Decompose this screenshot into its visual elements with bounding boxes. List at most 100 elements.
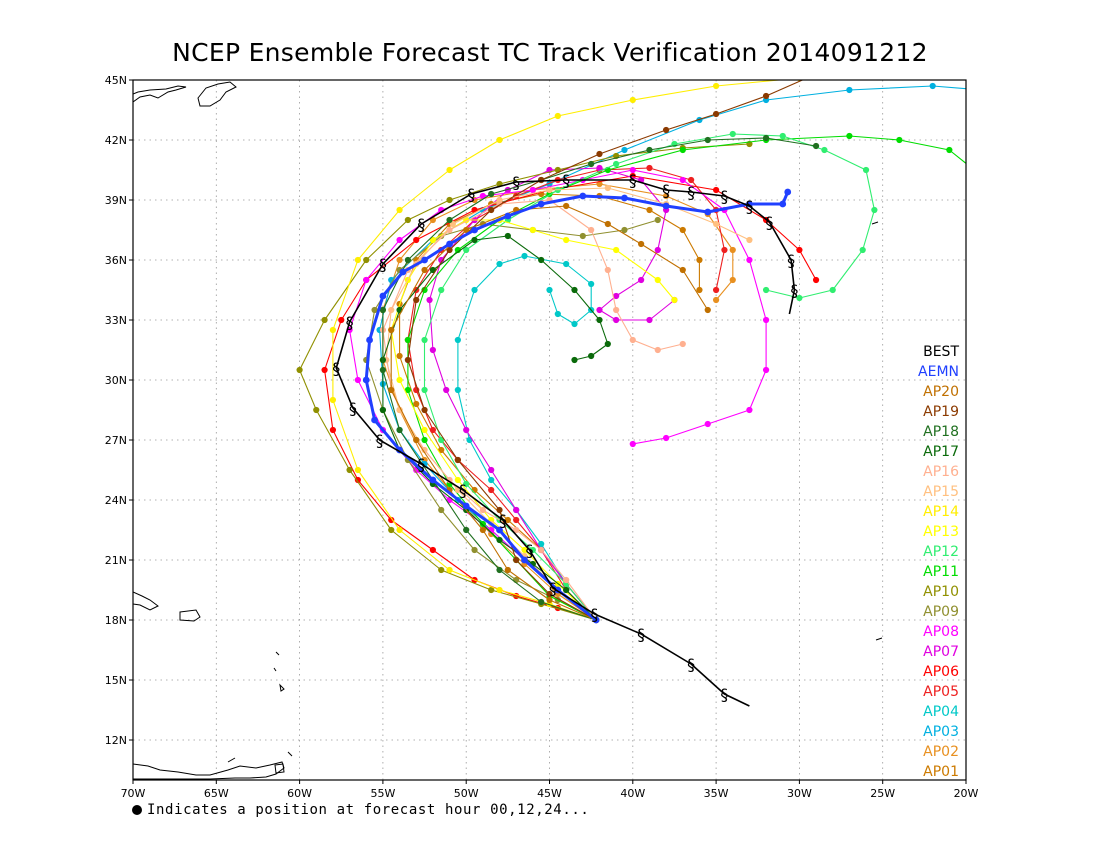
coastline-lesser-antilles-3 [279, 683, 285, 692]
hurricane-symbol-icon: § [467, 185, 475, 204]
hurricane-symbol-icon: § [499, 511, 507, 530]
x-tick-label: 65W [204, 787, 229, 800]
track-position-point [496, 566, 503, 574]
legend: BEST AEMN AP20 AP19 AP18 AP17 AP16 AP15 AP14 AP13… [918, 344, 959, 780]
track-position-point [446, 166, 453, 174]
track-position-point [588, 352, 595, 360]
track-position-point [596, 316, 603, 324]
x-tick-label: 30W [787, 787, 812, 800]
track-position-point [779, 200, 787, 208]
track-position-point [471, 286, 478, 294]
track-position-point [779, 132, 786, 140]
track-position-point [454, 336, 461, 344]
coastline-hispaniola [133, 591, 159, 611]
track-position-point [629, 96, 636, 104]
track-position-point [679, 266, 686, 274]
legend-entry-ap06: AP06 [923, 664, 959, 680]
hurricane-symbol-icon: § [526, 541, 534, 560]
track-line [390, 219, 675, 621]
x-tick-label: 25W [870, 787, 895, 800]
legend-entry-ap05: AP05 [923, 684, 959, 700]
hurricane-symbol-icon: § [629, 171, 637, 190]
track-position-point [679, 226, 686, 234]
track-position-point [762, 134, 770, 142]
track-position-point [454, 476, 461, 484]
hurricane-symbol-icon: § [332, 359, 340, 378]
track-position-point [388, 326, 395, 334]
axis-labels: 70W 65W 60W 55W 50W 45W 40W 35W 30W 25W 20W 45N 42N 3… [105, 74, 979, 800]
coastline-azores-1 [871, 221, 879, 225]
track-position-point [504, 232, 511, 240]
hurricane-symbol-icon: § [459, 481, 467, 500]
track-position-point [329, 396, 337, 404]
track-position-point [396, 206, 403, 214]
hurricane-symbol-icon: § [417, 455, 425, 474]
track-position-point [546, 286, 553, 294]
track-position-point [538, 540, 545, 548]
track-position-point [713, 220, 720, 228]
track-position-point [796, 246, 803, 254]
track-position-point [438, 436, 445, 444]
track-position-point [496, 136, 503, 144]
hurricane-symbol-icon: § [379, 255, 387, 274]
track-position-point [588, 160, 595, 168]
track-ap10 [296, 140, 753, 624]
track-line [407, 80, 804, 621]
track-position-point [479, 506, 486, 514]
track-position-point [588, 226, 595, 234]
track-position-point [363, 256, 370, 264]
track-position-point [613, 306, 620, 314]
track-position-point [846, 86, 853, 94]
track-position-point [521, 556, 528, 564]
track-position-point [404, 336, 411, 344]
y-tick-label: 36N [105, 254, 127, 267]
track-position-point [596, 164, 603, 172]
coastline-newfoundland [197, 81, 237, 107]
track-position-point [429, 476, 437, 484]
track-position-point [546, 186, 553, 194]
track-position-point [366, 336, 373, 344]
track-position-point [846, 132, 853, 140]
legend-entry-ap19: AP19 [923, 404, 959, 420]
track-position-point [784, 188, 792, 196]
track-position-point [796, 294, 803, 302]
track-position-point [404, 216, 411, 224]
position-dot-icon [132, 805, 142, 815]
track-position-point [563, 202, 570, 210]
track-position-point [446, 226, 453, 234]
y-tick-label: 39N [105, 194, 127, 207]
hurricane-symbol-icon: § [745, 197, 753, 216]
track-position-point [662, 202, 670, 210]
track-position-point [596, 306, 603, 314]
track-position-point [538, 256, 545, 264]
track-position-point [379, 406, 386, 414]
track-position-point [646, 164, 653, 172]
track-position-point [479, 192, 486, 200]
coastline-puerto-rico [179, 609, 201, 622]
track-position-point [679, 176, 686, 184]
forecast-tracks: § § § § § § § § § § § § § § § § § § § § § § § § § § [296, 80, 966, 707]
track-position-point [363, 276, 370, 284]
track-position-point [379, 292, 387, 300]
track-position-point [654, 346, 661, 354]
y-tick-label: 45N [105, 74, 127, 87]
track-position-point [421, 406, 428, 414]
track-position-point [504, 566, 511, 574]
track-position-point [663, 434, 670, 442]
track-position-point [513, 506, 520, 514]
coastline-lesser-antilles-1 [275, 651, 280, 656]
track-position-point [454, 456, 461, 464]
track-position-point [538, 546, 545, 554]
track-position-point [396, 426, 403, 434]
hurricane-symbol-icon: § [720, 187, 728, 206]
track-position-point [388, 516, 395, 524]
coastline-northeast-america [133, 85, 187, 103]
x-tick-label: 70W [121, 787, 146, 800]
track-position-point [396, 406, 403, 414]
track-line [407, 167, 725, 621]
track-position-point [721, 246, 728, 254]
track-ap04 [454, 252, 600, 624]
track-position-point [746, 256, 753, 264]
track-position-point [413, 436, 420, 444]
track-position-point [346, 466, 353, 474]
